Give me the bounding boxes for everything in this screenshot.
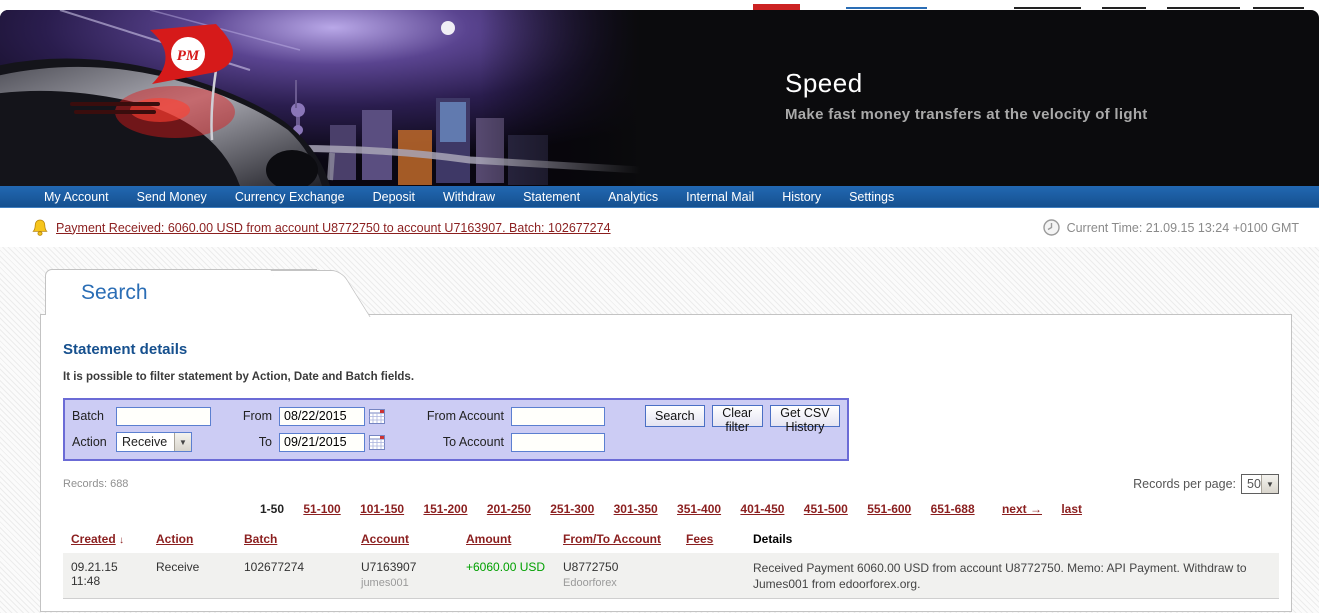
nav-deposit[interactable]: Deposit (372, 189, 415, 204)
notification-bar: Payment Received: 6060.00 USD from accou… (0, 208, 1319, 247)
records-count: Records: 688 (63, 478, 129, 490)
top-link-fragment[interactable] (1253, 7, 1304, 9)
sort-account-link[interactable]: Account (361, 532, 409, 546)
banner-subtitle: Make fast money transfers at the velocit… (785, 106, 1148, 123)
page-title: Statement details (63, 341, 188, 358)
search-button[interactable]: Search (645, 405, 705, 427)
details-column-header: Details (753, 532, 793, 546)
content-panel: Statement details It is possible to filt… (40, 314, 1292, 612)
top-link-fragment[interactable] (846, 7, 927, 9)
svg-text:PM: PM (177, 48, 200, 64)
sort-amount-link[interactable]: Amount (466, 532, 512, 546)
sort-desc-icon: ↓ (119, 535, 125, 546)
filter-box: Batch From From Account Search Clear fil… (63, 398, 849, 461)
nav-analytics[interactable]: Analytics (608, 189, 659, 204)
payment-received-link[interactable]: Payment Received: 6060.00 USD from accou… (56, 220, 611, 235)
nav-withdraw[interactable]: Withdraw (442, 189, 496, 204)
pagination-current: 1-50 (259, 502, 284, 516)
from-date-input[interactable] (279, 406, 365, 426)
chevron-down-icon: ▼ (1261, 475, 1278, 493)
sort-batch-link[interactable]: Batch (244, 532, 278, 546)
cell-batch: 102677274 (244, 560, 305, 574)
cell-amount: +6060.00 USD (466, 560, 546, 574)
cell-details: Received Payment 6060.00 USD from accoun… (753, 561, 1247, 592)
banner-slogan: Speed Make fast money transfers at the v… (785, 68, 1148, 123)
sort-action-link[interactable]: Action (156, 532, 194, 546)
top-bar (0, 0, 1319, 10)
table-row[interactable]: 09.21.15 11:48 Receive 102677274 U716390… (63, 553, 1279, 599)
chevron-down-icon: ▼ (174, 433, 191, 451)
pagination-page-link[interactable]: 451-500 (803, 502, 848, 516)
top-link-fragment[interactable] (1102, 7, 1146, 9)
action-label: Action (72, 435, 107, 449)
current-time: Current Time: 21.09.15 13:24 +0100 GMT (1066, 220, 1299, 235)
cell-account: U7163907 jumes001 (361, 553, 466, 599)
banner-art: PM (0, 10, 640, 186)
from-account-label: From Account (426, 409, 504, 423)
pagination-page-link[interactable]: 351-400 (677, 502, 722, 516)
pagination-page-link[interactable]: 101-150 (360, 502, 405, 516)
batch-label: Batch (72, 409, 104, 423)
records-per-page-label: Records per page: (1133, 477, 1236, 491)
from-label: From (242, 409, 272, 423)
nav-send-money[interactable]: Send Money (136, 189, 207, 204)
nav-internal-mail[interactable]: Internal Mail (686, 189, 755, 204)
action-select-value: Receive (122, 435, 168, 449)
to-calendar-icon[interactable] (369, 434, 385, 450)
pagination-page-link[interactable]: 651-688 (930, 502, 975, 516)
records-per-page-select[interactable]: 50 ▼ (1241, 474, 1279, 494)
sort-created-link[interactable]: Created (71, 532, 116, 546)
cell-action: Receive (156, 560, 200, 574)
banner-title: Speed (785, 68, 863, 98)
cell-fromto-account: U8772750 Edoorforex (563, 553, 686, 599)
nav-statement[interactable]: Statement (523, 189, 581, 204)
cell-created: 09.21.15 11:48 (71, 560, 118, 588)
get-csv-history-button[interactable]: Get CSV History (769, 405, 840, 434)
cell-fees (686, 553, 753, 599)
cell-fromto-name: Edoorforex (563, 577, 617, 589)
header-banner: PM Speed Make fast money transfers at th… (0, 10, 1319, 186)
from-account-input[interactable] (511, 406, 605, 426)
top-link-fragment[interactable] (1014, 7, 1081, 9)
nav-my-account[interactable]: My Account (44, 189, 109, 204)
to-date-input[interactable] (279, 432, 365, 452)
main-nav: My Account Send Money Currency Exchange … (0, 186, 1319, 208)
filter-hint: It is possible to filter statement by Ac… (63, 371, 415, 383)
action-select[interactable]: Receive ▼ (116, 432, 192, 452)
tab-search-label: Search (81, 281, 148, 304)
nav-currency-exchange[interactable]: Currency Exchange (234, 189, 345, 204)
pagination-page-link[interactable]: 551-600 (867, 502, 912, 516)
bell-icon (32, 219, 48, 236)
from-calendar-icon[interactable] (369, 408, 385, 424)
table-header-row: Created ↓ Action Batch Account Amount Fr… (63, 528, 1279, 553)
clock-icon (1042, 219, 1060, 236)
tab-search[interactable]: Search (45, 269, 317, 315)
pagination-page-link[interactable]: 301-350 (613, 502, 658, 516)
statement-table: Created ↓ Action Batch Account Amount Fr… (63, 528, 1279, 607)
table-row-partial (63, 598, 1279, 607)
batch-input[interactable] (116, 406, 211, 426)
to-label: To (258, 435, 272, 449)
main-area: Search Statement details It is possible … (0, 247, 1319, 613)
sort-fromto-link[interactable]: From/To Account (563, 532, 661, 546)
nav-settings[interactable]: Settings (849, 189, 895, 204)
pagination-next-link[interactable]: next → (1001, 502, 1042, 516)
sort-fees-link[interactable]: Fees (686, 532, 714, 546)
top-link-fragment[interactable] (1167, 7, 1240, 9)
clear-filter-button[interactable]: Clear filter (711, 405, 763, 434)
records-per-page-value: 50 (1247, 477, 1261, 491)
to-account-input[interactable] (511, 432, 605, 452)
language-flag-icon[interactable] (753, 4, 800, 10)
pagination-page-link[interactable]: 201-250 (486, 502, 531, 516)
to-account-label: To Account (442, 435, 504, 449)
nav-history[interactable]: History (782, 189, 822, 204)
pagination-last-link[interactable]: last (1061, 502, 1083, 516)
pagination: 1-50 51-100 101-150 151-200 201-250 251-… (63, 502, 1279, 516)
pagination-page-link[interactable]: 251-300 (550, 502, 595, 516)
pagination-page-link[interactable]: 401-450 (740, 502, 785, 516)
cell-account-name: jumes001 (361, 577, 409, 589)
pagination-page-link[interactable]: 51-100 (303, 502, 341, 516)
pagination-page-link[interactable]: 151-200 (423, 502, 468, 516)
